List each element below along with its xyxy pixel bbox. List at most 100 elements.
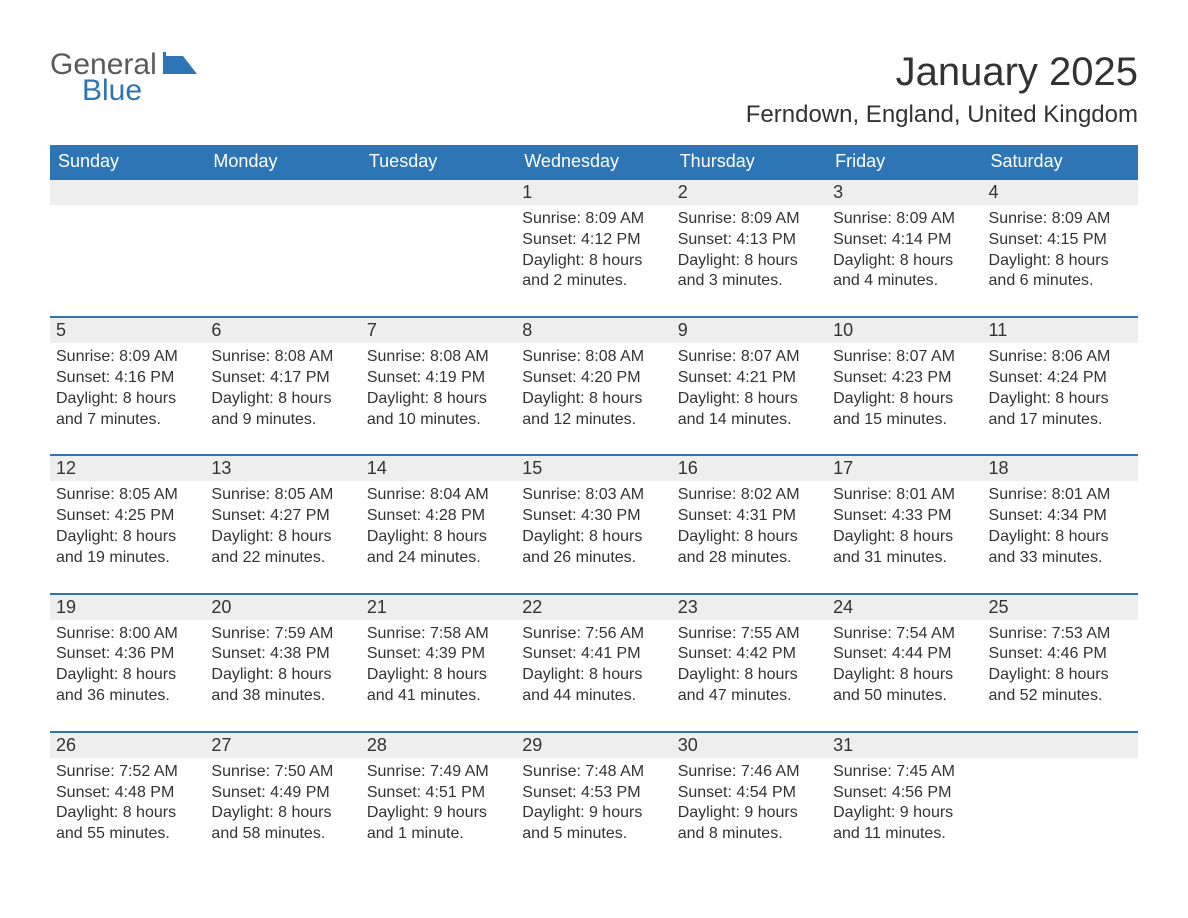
sunrise-text: Sunrise: 7:58 AM xyxy=(367,624,510,645)
weeks-container: 1Sunrise: 8:09 AMSunset: 4:12 PMDaylight… xyxy=(50,178,1138,869)
sunset-text: Sunset: 4:38 PM xyxy=(211,644,354,665)
sunrise-text: Sunrise: 7:55 AM xyxy=(678,624,821,645)
day-body: Sunrise: 8:09 AMSunset: 4:12 PMDaylight:… xyxy=(516,205,671,292)
title-block: January 2025 Ferndown, England, United K… xyxy=(746,50,1138,129)
calendar-cell xyxy=(205,178,360,316)
calendar-cell: 4Sunrise: 8:09 AMSunset: 4:15 PMDaylight… xyxy=(983,178,1138,316)
sunrise-text: Sunrise: 7:46 AM xyxy=(678,762,821,783)
sunset-text: Sunset: 4:42 PM xyxy=(678,644,821,665)
weekday-header: Tuesday xyxy=(361,145,516,178)
calendar-cell: 2Sunrise: 8:09 AMSunset: 4:13 PMDaylight… xyxy=(672,178,827,316)
sunrise-text: Sunrise: 8:01 AM xyxy=(989,485,1132,506)
daylight-text: Daylight: 8 hours and 10 minutes. xyxy=(367,389,510,431)
calendar-cell: 18Sunrise: 8:01 AMSunset: 4:34 PMDayligh… xyxy=(983,454,1138,592)
sunrise-text: Sunrise: 8:08 AM xyxy=(367,347,510,368)
day-number: 28 xyxy=(361,731,516,758)
day-number xyxy=(50,178,205,205)
calendar-cell: 6Sunrise: 8:08 AMSunset: 4:17 PMDaylight… xyxy=(205,316,360,454)
sunset-text: Sunset: 4:44 PM xyxy=(833,644,976,665)
day-number: 13 xyxy=(205,454,360,481)
day-body: Sunrise: 7:45 AMSunset: 4:56 PMDaylight:… xyxy=(827,758,982,845)
day-number: 3 xyxy=(827,178,982,205)
daylight-text: Daylight: 8 hours and 14 minutes. xyxy=(678,389,821,431)
day-body: Sunrise: 8:09 AMSunset: 4:14 PMDaylight:… xyxy=(827,205,982,292)
daylight-text: Daylight: 8 hours and 19 minutes. xyxy=(56,527,199,569)
sunrise-text: Sunrise: 8:09 AM xyxy=(56,347,199,368)
day-body: Sunrise: 8:08 AMSunset: 4:19 PMDaylight:… xyxy=(361,343,516,430)
logo-flag-icon xyxy=(163,52,197,79)
location: Ferndown, England, United Kingdom xyxy=(746,101,1138,129)
calendar-cell: 21Sunrise: 7:58 AMSunset: 4:39 PMDayligh… xyxy=(361,593,516,731)
calendar-cell: 29Sunrise: 7:48 AMSunset: 4:53 PMDayligh… xyxy=(516,731,671,869)
sunset-text: Sunset: 4:36 PM xyxy=(56,644,199,665)
daylight-text: Daylight: 8 hours and 12 minutes. xyxy=(522,389,665,431)
sunrise-text: Sunrise: 7:54 AM xyxy=(833,624,976,645)
sunrise-text: Sunrise: 8:01 AM xyxy=(833,485,976,506)
sunset-text: Sunset: 4:33 PM xyxy=(833,506,976,527)
daylight-text: Daylight: 8 hours and 7 minutes. xyxy=(56,389,199,431)
header: General Blue January 2025 Ferndown, Engl… xyxy=(50,50,1138,129)
day-body: Sunrise: 8:02 AMSunset: 4:31 PMDaylight:… xyxy=(672,481,827,568)
calendar-cell: 27Sunrise: 7:50 AMSunset: 4:49 PMDayligh… xyxy=(205,731,360,869)
day-number: 8 xyxy=(516,316,671,343)
daylight-text: Daylight: 8 hours and 6 minutes. xyxy=(989,251,1132,293)
sunrise-text: Sunrise: 8:05 AM xyxy=(56,485,199,506)
day-number: 25 xyxy=(983,593,1138,620)
calendar-cell: 9Sunrise: 8:07 AMSunset: 4:21 PMDaylight… xyxy=(672,316,827,454)
sunrise-text: Sunrise: 7:50 AM xyxy=(211,762,354,783)
calendar-cell: 16Sunrise: 8:02 AMSunset: 4:31 PMDayligh… xyxy=(672,454,827,592)
logo-word2: Blue xyxy=(82,76,197,106)
sunrise-text: Sunrise: 8:02 AM xyxy=(678,485,821,506)
day-number: 21 xyxy=(361,593,516,620)
day-body: Sunrise: 8:09 AMSunset: 4:15 PMDaylight:… xyxy=(983,205,1138,292)
calendar-week: 12Sunrise: 8:05 AMSunset: 4:25 PMDayligh… xyxy=(50,454,1138,592)
daylight-text: Daylight: 8 hours and 2 minutes. xyxy=(522,251,665,293)
sunset-text: Sunset: 4:25 PM xyxy=(56,506,199,527)
daylight-text: Daylight: 8 hours and 3 minutes. xyxy=(678,251,821,293)
sunrise-text: Sunrise: 7:45 AM xyxy=(833,762,976,783)
calendar: Sunday Monday Tuesday Wednesday Thursday… xyxy=(50,145,1138,869)
daylight-text: Daylight: 8 hours and 50 minutes. xyxy=(833,665,976,707)
sunrise-text: Sunrise: 8:06 AM xyxy=(989,347,1132,368)
daylight-text: Daylight: 8 hours and 9 minutes. xyxy=(211,389,354,431)
sunset-text: Sunset: 4:19 PM xyxy=(367,368,510,389)
sunrise-text: Sunrise: 7:56 AM xyxy=(522,624,665,645)
day-number: 22 xyxy=(516,593,671,620)
daylight-text: Daylight: 9 hours and 1 minute. xyxy=(367,803,510,845)
day-body: Sunrise: 8:08 AMSunset: 4:20 PMDaylight:… xyxy=(516,343,671,430)
day-number: 29 xyxy=(516,731,671,758)
daylight-text: Daylight: 8 hours and 52 minutes. xyxy=(989,665,1132,707)
sunrise-text: Sunrise: 8:08 AM xyxy=(522,347,665,368)
day-number: 12 xyxy=(50,454,205,481)
sunset-text: Sunset: 4:48 PM xyxy=(56,783,199,804)
calendar-cell: 30Sunrise: 7:46 AMSunset: 4:54 PMDayligh… xyxy=(672,731,827,869)
sunrise-text: Sunrise: 8:07 AM xyxy=(833,347,976,368)
calendar-cell: 12Sunrise: 8:05 AMSunset: 4:25 PMDayligh… xyxy=(50,454,205,592)
sunset-text: Sunset: 4:14 PM xyxy=(833,230,976,251)
daylight-text: Daylight: 8 hours and 55 minutes. xyxy=(56,803,199,845)
day-number: 6 xyxy=(205,316,360,343)
sunset-text: Sunset: 4:21 PM xyxy=(678,368,821,389)
daylight-text: Daylight: 8 hours and 58 minutes. xyxy=(211,803,354,845)
daylight-text: Daylight: 8 hours and 41 minutes. xyxy=(367,665,510,707)
sunrise-text: Sunrise: 7:53 AM xyxy=(989,624,1132,645)
day-number: 7 xyxy=(361,316,516,343)
day-body: Sunrise: 8:09 AMSunset: 4:13 PMDaylight:… xyxy=(672,205,827,292)
weekday-header: Friday xyxy=(827,145,982,178)
sunset-text: Sunset: 4:41 PM xyxy=(522,644,665,665)
daylight-text: Daylight: 9 hours and 5 minutes. xyxy=(522,803,665,845)
sunrise-text: Sunrise: 8:09 AM xyxy=(989,209,1132,230)
day-number: 16 xyxy=(672,454,827,481)
sunset-text: Sunset: 4:56 PM xyxy=(833,783,976,804)
day-body: Sunrise: 8:05 AMSunset: 4:25 PMDaylight:… xyxy=(50,481,205,568)
calendar-cell: 8Sunrise: 8:08 AMSunset: 4:20 PMDaylight… xyxy=(516,316,671,454)
sunrise-text: Sunrise: 8:04 AM xyxy=(367,485,510,506)
day-body: Sunrise: 8:08 AMSunset: 4:17 PMDaylight:… xyxy=(205,343,360,430)
sunrise-text: Sunrise: 7:52 AM xyxy=(56,762,199,783)
day-body: Sunrise: 8:00 AMSunset: 4:36 PMDaylight:… xyxy=(50,620,205,707)
calendar-cell: 28Sunrise: 7:49 AMSunset: 4:51 PMDayligh… xyxy=(361,731,516,869)
sunrise-text: Sunrise: 7:48 AM xyxy=(522,762,665,783)
day-number: 9 xyxy=(672,316,827,343)
day-body: Sunrise: 7:53 AMSunset: 4:46 PMDaylight:… xyxy=(983,620,1138,707)
day-body: Sunrise: 7:48 AMSunset: 4:53 PMDaylight:… xyxy=(516,758,671,845)
